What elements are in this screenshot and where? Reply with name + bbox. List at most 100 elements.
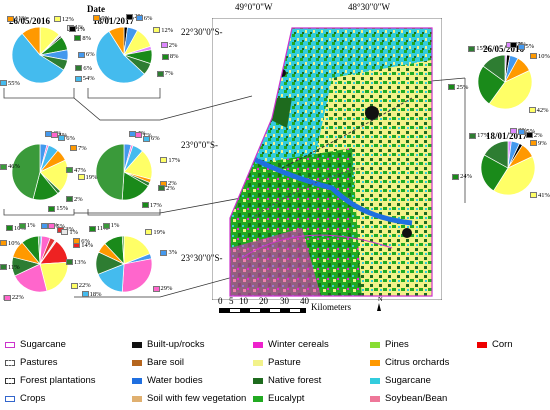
legend-swatch-icon	[0, 240, 7, 247]
pie-slice	[37, 235, 41, 265]
pie-label: 8%	[161, 53, 179, 60]
legend-swatch-icon	[510, 127, 518, 134]
legend-swatch-icon	[70, 282, 78, 289]
pie-chart-r2a	[11, 143, 69, 201]
legend-swatch-icon	[530, 192, 537, 199]
pie-slice	[95, 143, 125, 201]
scale-tick-0: 0	[218, 296, 223, 306]
legend-swatch-icon	[370, 395, 380, 402]
legend-swatch-icon	[66, 259, 74, 266]
pie-label: 12%	[153, 27, 173, 34]
legend-swatch-icon	[253, 359, 263, 366]
legend-swatch-icon	[81, 291, 89, 298]
pie-label: 2%	[158, 185, 175, 192]
legend-outline-icon	[5, 395, 15, 402]
legend-swatch-icon	[75, 65, 83, 72]
legend-swatch-icon	[70, 145, 78, 152]
legend-swatch-icon	[160, 249, 168, 256]
legend-outline-icon	[5, 341, 15, 348]
pie-chart-r2b	[95, 143, 153, 201]
legend-swatch-icon	[528, 107, 536, 113]
legend-item: Eucalypt	[253, 393, 304, 404]
pie-label: 9%	[93, 15, 110, 22]
pie-label: 7%	[70, 145, 87, 152]
legend-swatch-icon	[517, 43, 525, 50]
legend-swatch-icon	[132, 377, 142, 384]
built-up-patch-1	[365, 106, 379, 120]
pie-label: 1%	[135, 132, 152, 139]
pie-label: 6%	[58, 135, 75, 142]
pie-label: 1%	[18, 222, 35, 229]
legend-swatch-icon	[160, 42, 168, 49]
pie-label: 22%	[70, 282, 91, 289]
legend-swatch-icon	[6, 225, 13, 232]
pie-chart-rr1	[477, 54, 533, 110]
legend-swatch-icon	[50, 132, 58, 138]
pie-label: 6%	[78, 51, 95, 58]
legend-swatch-icon	[58, 135, 66, 142]
legend-outline-icon	[5, 377, 15, 384]
legend-swatch-icon	[3, 294, 11, 301]
pie-slice	[493, 156, 536, 196]
legend-item: Citrus orchards	[370, 357, 449, 368]
bracket-r1b	[87, 88, 161, 99]
legend-swatch-icon	[469, 132, 477, 139]
legend-swatch-icon	[448, 84, 456, 91]
pie-date-r1a: 26/05/2016	[9, 16, 51, 26]
scale-tick-5: 5	[229, 296, 234, 306]
date-header: Date	[87, 4, 105, 14]
legend-swatch-icon	[132, 359, 142, 366]
pie-label: 25%	[448, 84, 468, 91]
pie-slice	[121, 235, 125, 265]
scale-tick-30: 30	[280, 296, 289, 306]
pie-label: 1%	[61, 229, 78, 236]
pie-label: 19%	[77, 174, 97, 181]
legend-item: Built-up/rocks	[132, 339, 205, 350]
legend-swatch-icon	[152, 285, 160, 292]
pie-date-r1b: 18/01/2017	[93, 16, 135, 26]
legend-item: Pastures	[5, 357, 58, 368]
pie-label: 42%	[528, 107, 549, 114]
legend-swatch-icon	[18, 222, 26, 229]
map-body	[230, 28, 432, 296]
legend-swatch-icon	[530, 53, 537, 60]
pie-label: 11%	[0, 264, 20, 271]
legend-swatch-icon	[153, 27, 161, 34]
pie-label: 6%	[73, 238, 90, 245]
pie-label: 10%	[530, 53, 550, 60]
legend-swatch-icon	[74, 75, 82, 82]
legend-swatch-icon	[370, 359, 380, 366]
connector-row1	[73, 95, 253, 121]
scale-tick-20: 20	[259, 296, 268, 306]
pie-slice	[480, 154, 509, 192]
pie-slice	[95, 30, 145, 84]
legend-swatch-icon	[525, 132, 533, 139]
bracket-r1a	[3, 88, 75, 99]
pie-label: 5%	[48, 223, 65, 230]
pie-label: 2%	[66, 196, 83, 203]
pie-label: 55%	[0, 80, 20, 87]
pie-label: 3%	[160, 249, 177, 256]
pie-label: 10%	[0, 240, 20, 247]
pie-label: 17%	[141, 202, 162, 209]
pie-label: 6%	[143, 135, 160, 142]
legend-swatch-icon	[7, 15, 15, 22]
land-use-map	[211, 17, 443, 301]
legend-swatch-icon	[132, 341, 142, 348]
map-svg	[211, 17, 443, 301]
legend-swatch-icon	[132, 395, 142, 402]
legend-swatch-icon	[518, 128, 526, 135]
pie-chart-rr2	[480, 140, 536, 196]
legend-swatch-icon	[468, 45, 476, 52]
legend-swatch-icon	[48, 223, 56, 230]
legend-item: Winter cereals	[253, 339, 329, 350]
north-arrow-icon	[377, 303, 381, 311]
scale-unit: Kilometers	[311, 302, 351, 312]
winter-cereals-patch	[230, 228, 322, 296]
pie-label: 41%	[530, 192, 550, 199]
legend-swatch-icon	[530, 140, 537, 147]
pie-label: 29%	[152, 285, 172, 292]
legend-item: Pines	[370, 339, 409, 350]
legend-swatch-icon	[0, 163, 7, 170]
legend-swatch-icon	[78, 51, 85, 58]
